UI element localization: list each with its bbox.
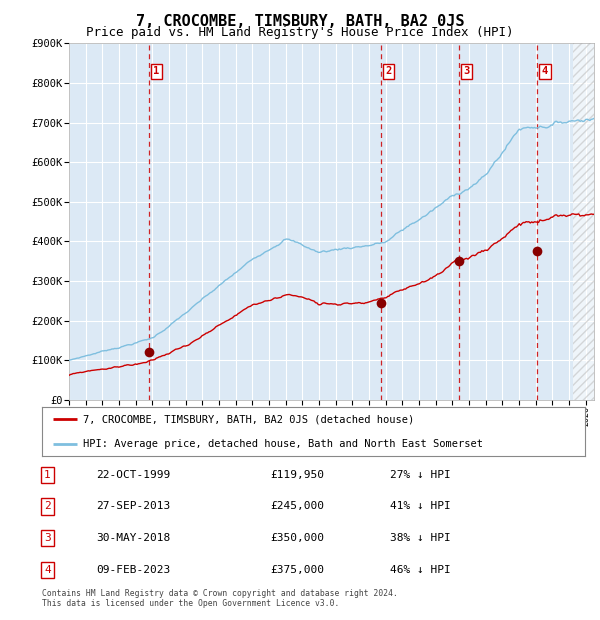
Text: 2: 2	[44, 502, 51, 512]
Text: 7, CROCOMBE, TIMSBURY, BATH, BA2 0JS (detached house): 7, CROCOMBE, TIMSBURY, BATH, BA2 0JS (de…	[83, 414, 414, 425]
Text: 41% ↓ HPI: 41% ↓ HPI	[389, 502, 450, 512]
Text: 1: 1	[154, 66, 160, 76]
Text: Price paid vs. HM Land Registry's House Price Index (HPI): Price paid vs. HM Land Registry's House …	[86, 26, 514, 39]
Text: 4: 4	[44, 565, 51, 575]
Text: HPI: Average price, detached house, Bath and North East Somerset: HPI: Average price, detached house, Bath…	[83, 438, 483, 449]
Text: 4: 4	[542, 66, 548, 76]
Text: Contains HM Land Registry data © Crown copyright and database right 2024.
This d: Contains HM Land Registry data © Crown c…	[42, 589, 398, 608]
Text: 7, CROCOMBE, TIMSBURY, BATH, BA2 0JS: 7, CROCOMBE, TIMSBURY, BATH, BA2 0JS	[136, 14, 464, 29]
Text: 3: 3	[44, 533, 51, 543]
Text: 3: 3	[464, 66, 470, 76]
Text: 30-MAY-2018: 30-MAY-2018	[97, 533, 170, 543]
Text: £119,950: £119,950	[270, 470, 324, 480]
Text: 1: 1	[44, 470, 51, 480]
Text: 27-SEP-2013: 27-SEP-2013	[97, 502, 170, 512]
Text: £375,000: £375,000	[270, 565, 324, 575]
Text: £245,000: £245,000	[270, 502, 324, 512]
Text: 09-FEB-2023: 09-FEB-2023	[97, 565, 170, 575]
Text: £350,000: £350,000	[270, 533, 324, 543]
Text: 46% ↓ HPI: 46% ↓ HPI	[389, 565, 450, 575]
Text: 38% ↓ HPI: 38% ↓ HPI	[389, 533, 450, 543]
Text: 22-OCT-1999: 22-OCT-1999	[97, 470, 170, 480]
Text: 27% ↓ HPI: 27% ↓ HPI	[389, 470, 450, 480]
Text: 2: 2	[385, 66, 392, 76]
